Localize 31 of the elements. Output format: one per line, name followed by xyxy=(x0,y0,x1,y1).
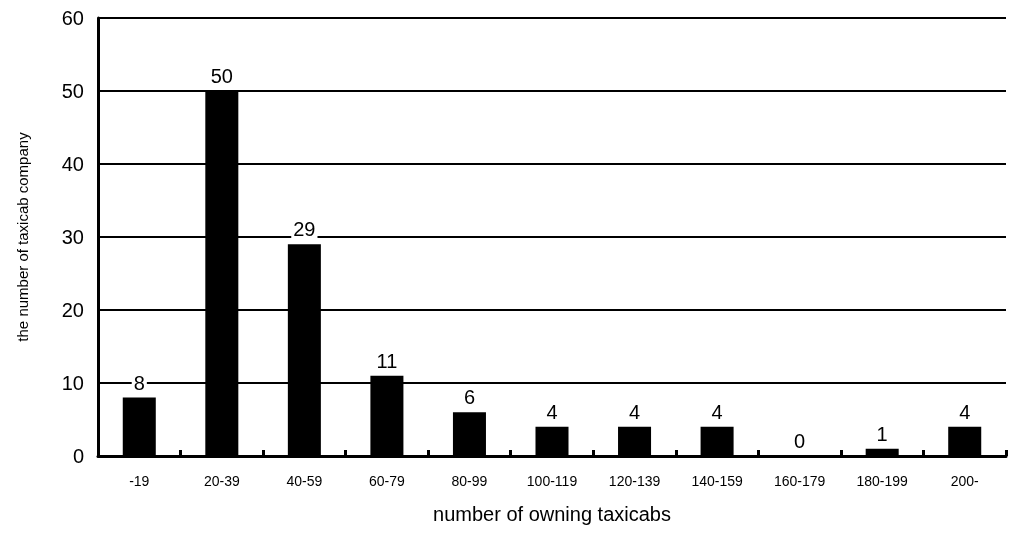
x-tick-label: 120-139 xyxy=(608,473,661,489)
x-tick-label: 40-59 xyxy=(286,473,323,489)
data-label: 11 xyxy=(376,349,398,372)
y-tick-label: 60 xyxy=(61,7,84,29)
x-tick-label: 160-179 xyxy=(773,473,826,489)
data-label: 1 xyxy=(876,422,888,445)
data-label: 50 xyxy=(210,65,233,87)
y-tick-label: 10 xyxy=(61,372,84,394)
data-label: 4 xyxy=(711,400,723,423)
x-tick-label: -19 xyxy=(129,473,150,489)
data-label: 8 xyxy=(133,371,145,394)
x-tick-label: 20-39 xyxy=(203,473,240,489)
x-axis-title: number of owning taxicabs xyxy=(433,503,671,525)
x-tick-label: 180-199 xyxy=(856,473,909,489)
x-tick-label: 140-159 xyxy=(691,473,743,489)
x-tick-label: 100-119 xyxy=(526,473,578,489)
y-tick-label: 0 xyxy=(72,445,84,467)
y-tick-label: 20 xyxy=(61,299,84,321)
data-label: 29 xyxy=(293,218,316,241)
x-tick-label: 200- xyxy=(950,473,980,489)
y-tick-label: 30 xyxy=(61,226,84,248)
y-tick-label: 40 xyxy=(61,153,84,175)
data-label: 0 xyxy=(794,430,806,452)
x-tick-label: 80-99 xyxy=(451,473,488,489)
y-tick-label: 50 xyxy=(61,80,84,102)
y-axis-title: the number of taxicab company xyxy=(14,131,31,342)
data-label: 4 xyxy=(959,400,971,423)
data-label: 4 xyxy=(628,400,641,423)
data-label: 4 xyxy=(546,400,558,423)
x-tick-label: 60-79 xyxy=(369,473,406,489)
data-label: 6 xyxy=(463,386,476,409)
